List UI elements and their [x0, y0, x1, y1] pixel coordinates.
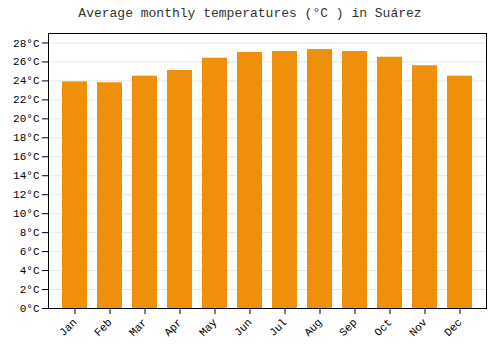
- svg-text:12°C: 12°C: [13, 189, 40, 201]
- svg-text:6°C: 6°C: [20, 246, 40, 258]
- svg-text:2°C: 2°C: [20, 284, 40, 296]
- svg-text:0°C: 0°C: [20, 303, 40, 315]
- svg-text:16°C: 16°C: [13, 151, 40, 163]
- svg-text:Jan: Jan: [57, 316, 79, 338]
- svg-text:Aug: Aug: [302, 316, 324, 338]
- svg-text:Jun: Jun: [232, 316, 254, 338]
- svg-text:Feb: Feb: [92, 316, 114, 338]
- svg-text:22°C: 22°C: [13, 94, 40, 106]
- svg-text:Apr: Apr: [162, 316, 184, 338]
- svg-text:May: May: [197, 316, 220, 339]
- svg-text:Dec: Dec: [442, 316, 464, 338]
- svg-text:Sep: Sep: [337, 316, 359, 338]
- svg-text:26°C: 26°C: [13, 56, 40, 68]
- svg-text:Mar: Mar: [127, 316, 149, 338]
- svg-text:18°C: 18°C: [13, 132, 40, 144]
- svg-text:Oct: Oct: [372, 316, 394, 338]
- svg-text:8°C: 8°C: [20, 227, 40, 239]
- svg-text:24°C: 24°C: [13, 75, 40, 87]
- svg-text:10°C: 10°C: [13, 208, 40, 220]
- html-text:Average monthly temperatures (: Average monthly temperatures (°C ) in Su…: [78, 6, 422, 21]
- svg-text:28°C: 28°C: [13, 38, 40, 50]
- svg-text:20°C: 20°C: [13, 113, 40, 125]
- svg-text:Jul: Jul: [267, 316, 289, 338]
- svg-text:Nov: Nov: [407, 316, 430, 339]
- svg-text:4°C: 4°C: [20, 265, 40, 277]
- svg-text:14°C: 14°C: [13, 170, 40, 182]
